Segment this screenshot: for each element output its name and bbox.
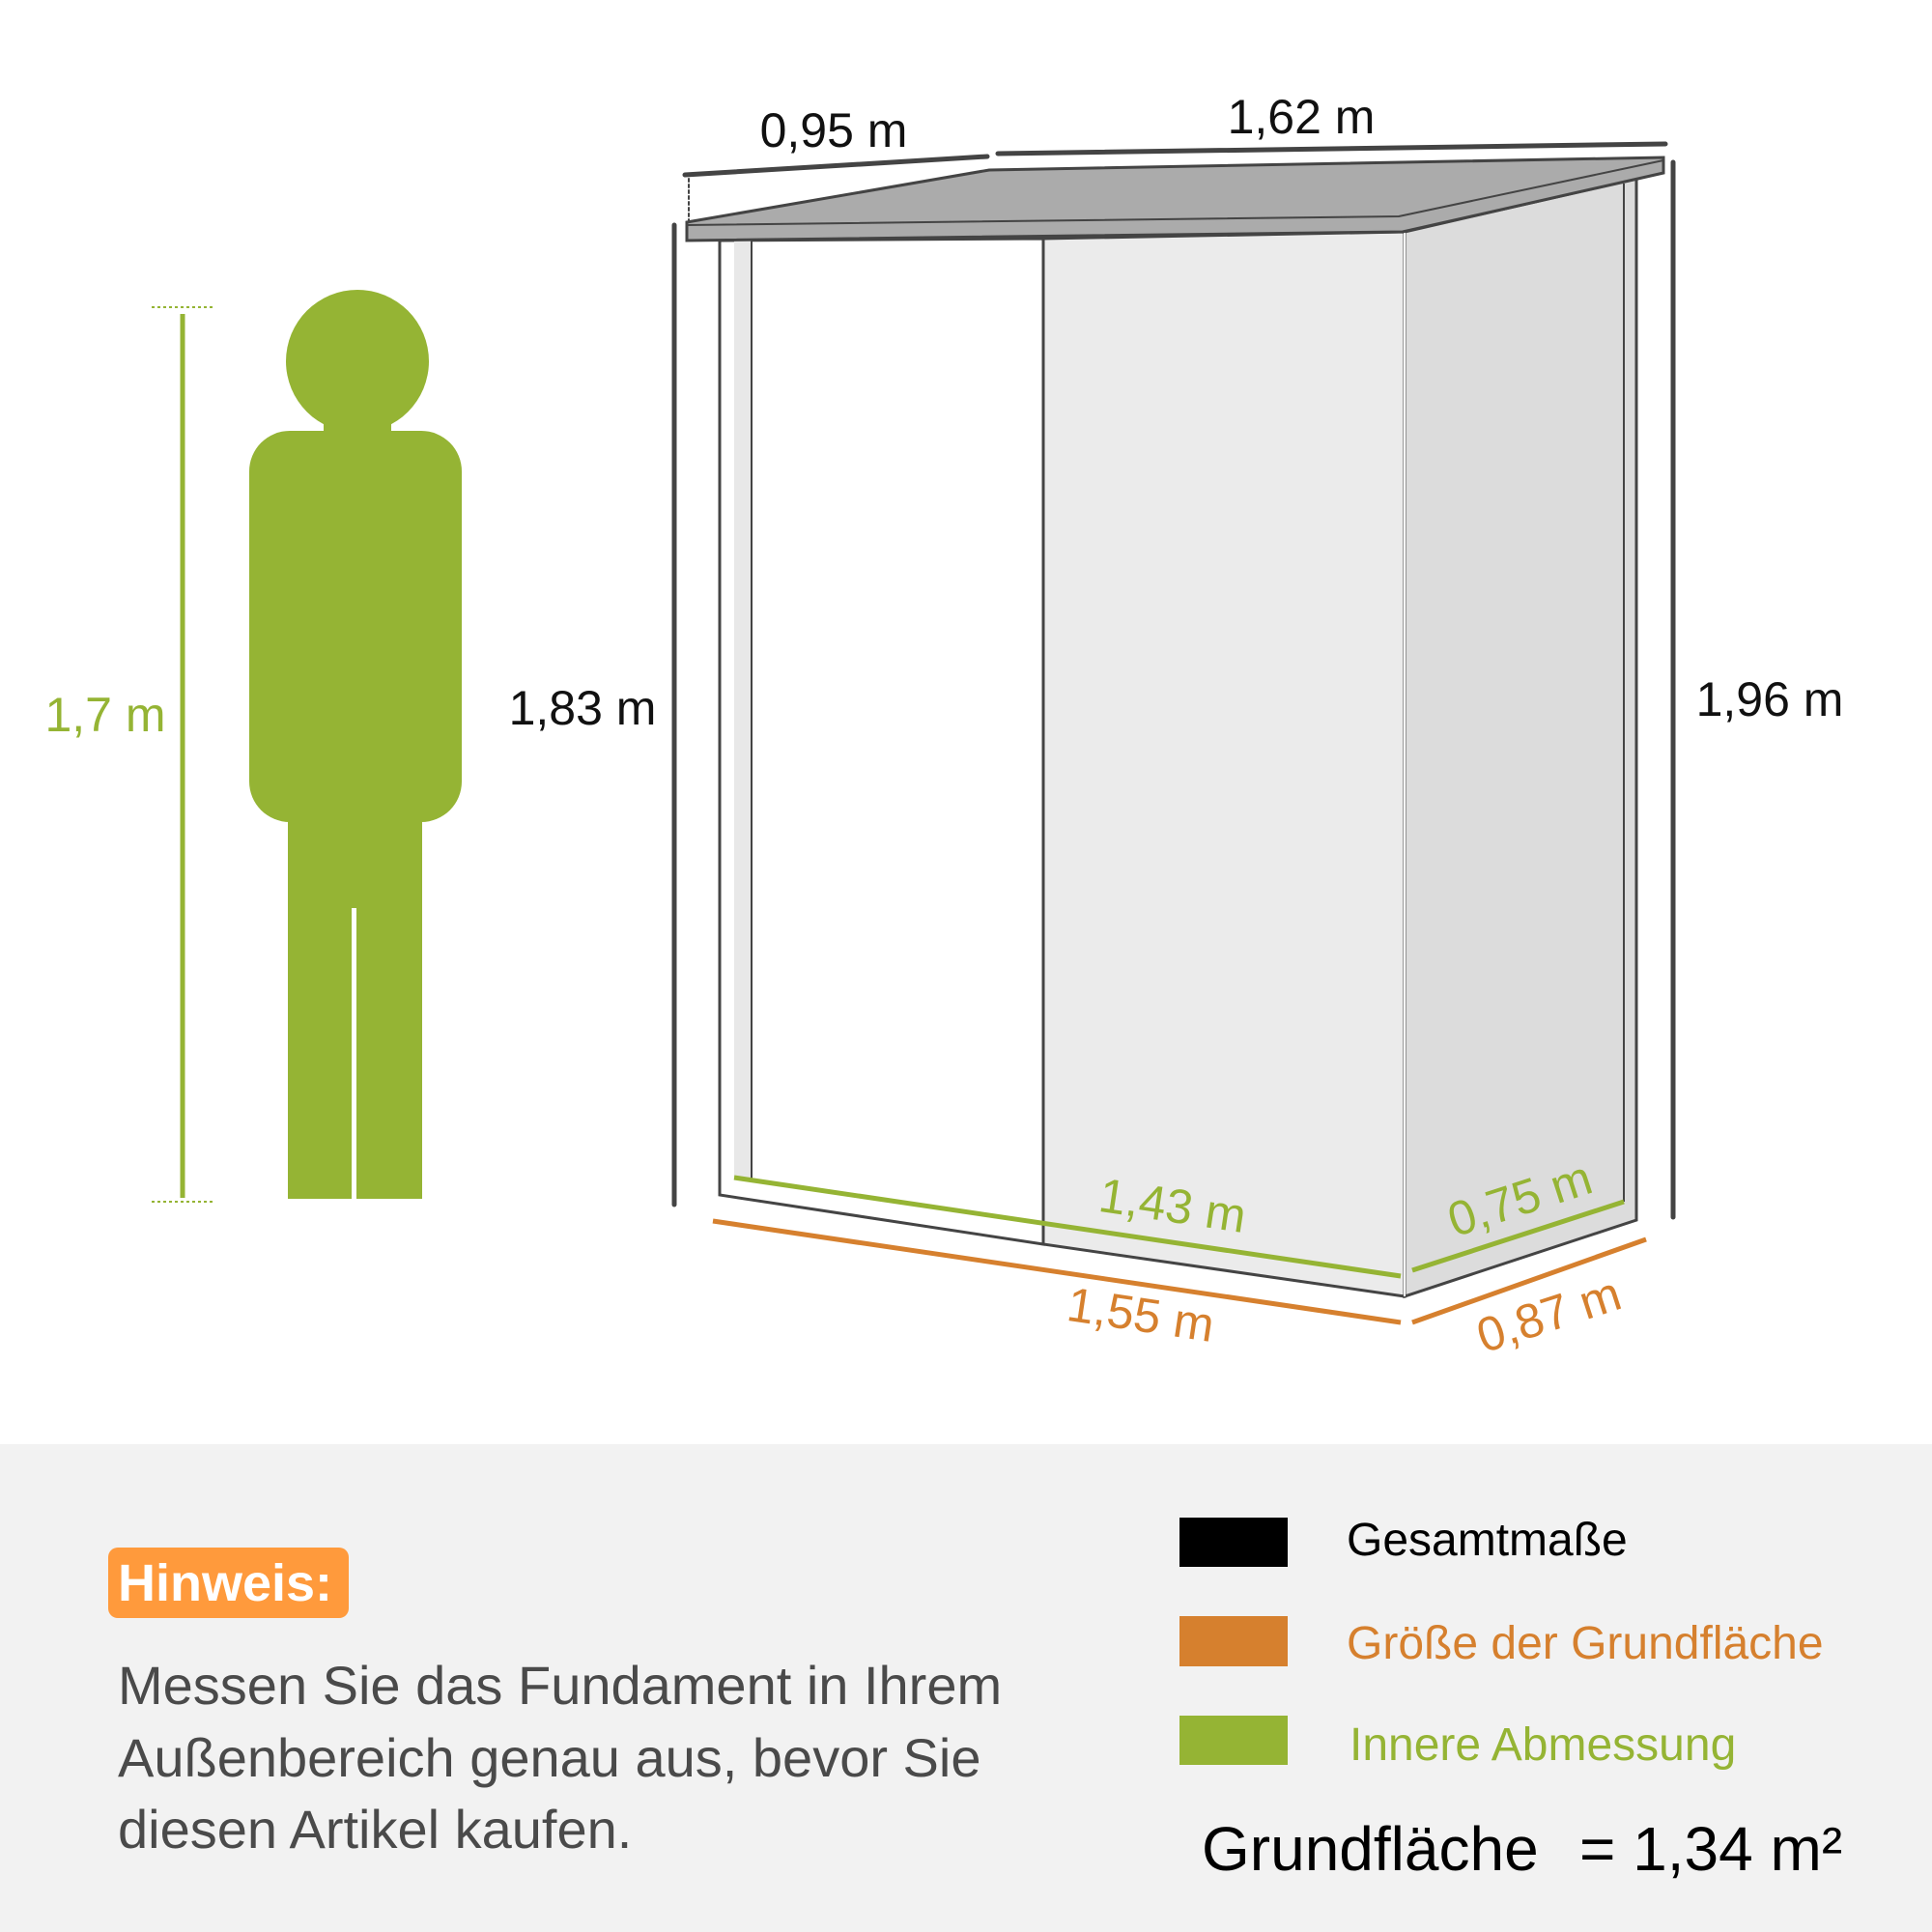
person-silhouette	[249, 290, 462, 1199]
legend-label-footprint: Größe der Grundfläche	[1347, 1618, 1824, 1669]
person-height-label: 1,7 m	[44, 688, 165, 742]
area-value: = 1,34 m²	[1579, 1814, 1842, 1884]
legend-swatch-inner	[1179, 1716, 1288, 1765]
base-dimension-lines	[712, 1218, 1647, 1325]
legend-swatch-footprint	[1179, 1616, 1288, 1666]
inner-dimension-lines	[733, 1175, 1625, 1279]
back-height-label: 1,96 m	[1696, 672, 1844, 726]
info-panel	[0, 1444, 1932, 1932]
roof-depth-label: 0,95 m	[760, 103, 908, 157]
area-label: Grundfläche	[1202, 1814, 1539, 1884]
note-line: diesen Artikel kaufen.	[118, 1799, 632, 1860]
legend-label-overall: Gesamtmaße	[1347, 1515, 1628, 1566]
legend-swatch-overall	[1179, 1518, 1288, 1567]
shed	[718, 177, 1638, 1299]
note-badge	[108, 1548, 349, 1618]
roof-width-label: 1,62 m	[1228, 90, 1376, 144]
front-height-label: 1,83 m	[509, 681, 657, 735]
note-badge-label: Hinweis:	[118, 1554, 332, 1612]
person-height-line	[152, 306, 213, 1203]
overall-dimension-lines	[671, 141, 1676, 1220]
note-line: Außenbereich genau aus, bevor Sie	[118, 1727, 980, 1788]
shed-roof	[685, 156, 1665, 242]
note-text: Messen Sie das Fundament in Ihrem Außenb…	[118, 1655, 1002, 1860]
legend: Gesamtmaße Größe der Grundfläche Innere …	[1179, 1515, 1824, 1771]
note-line: Messen Sie das Fundament in Ihrem	[118, 1655, 1002, 1716]
legend-label-inner: Innere Abmessung	[1350, 1719, 1736, 1771]
